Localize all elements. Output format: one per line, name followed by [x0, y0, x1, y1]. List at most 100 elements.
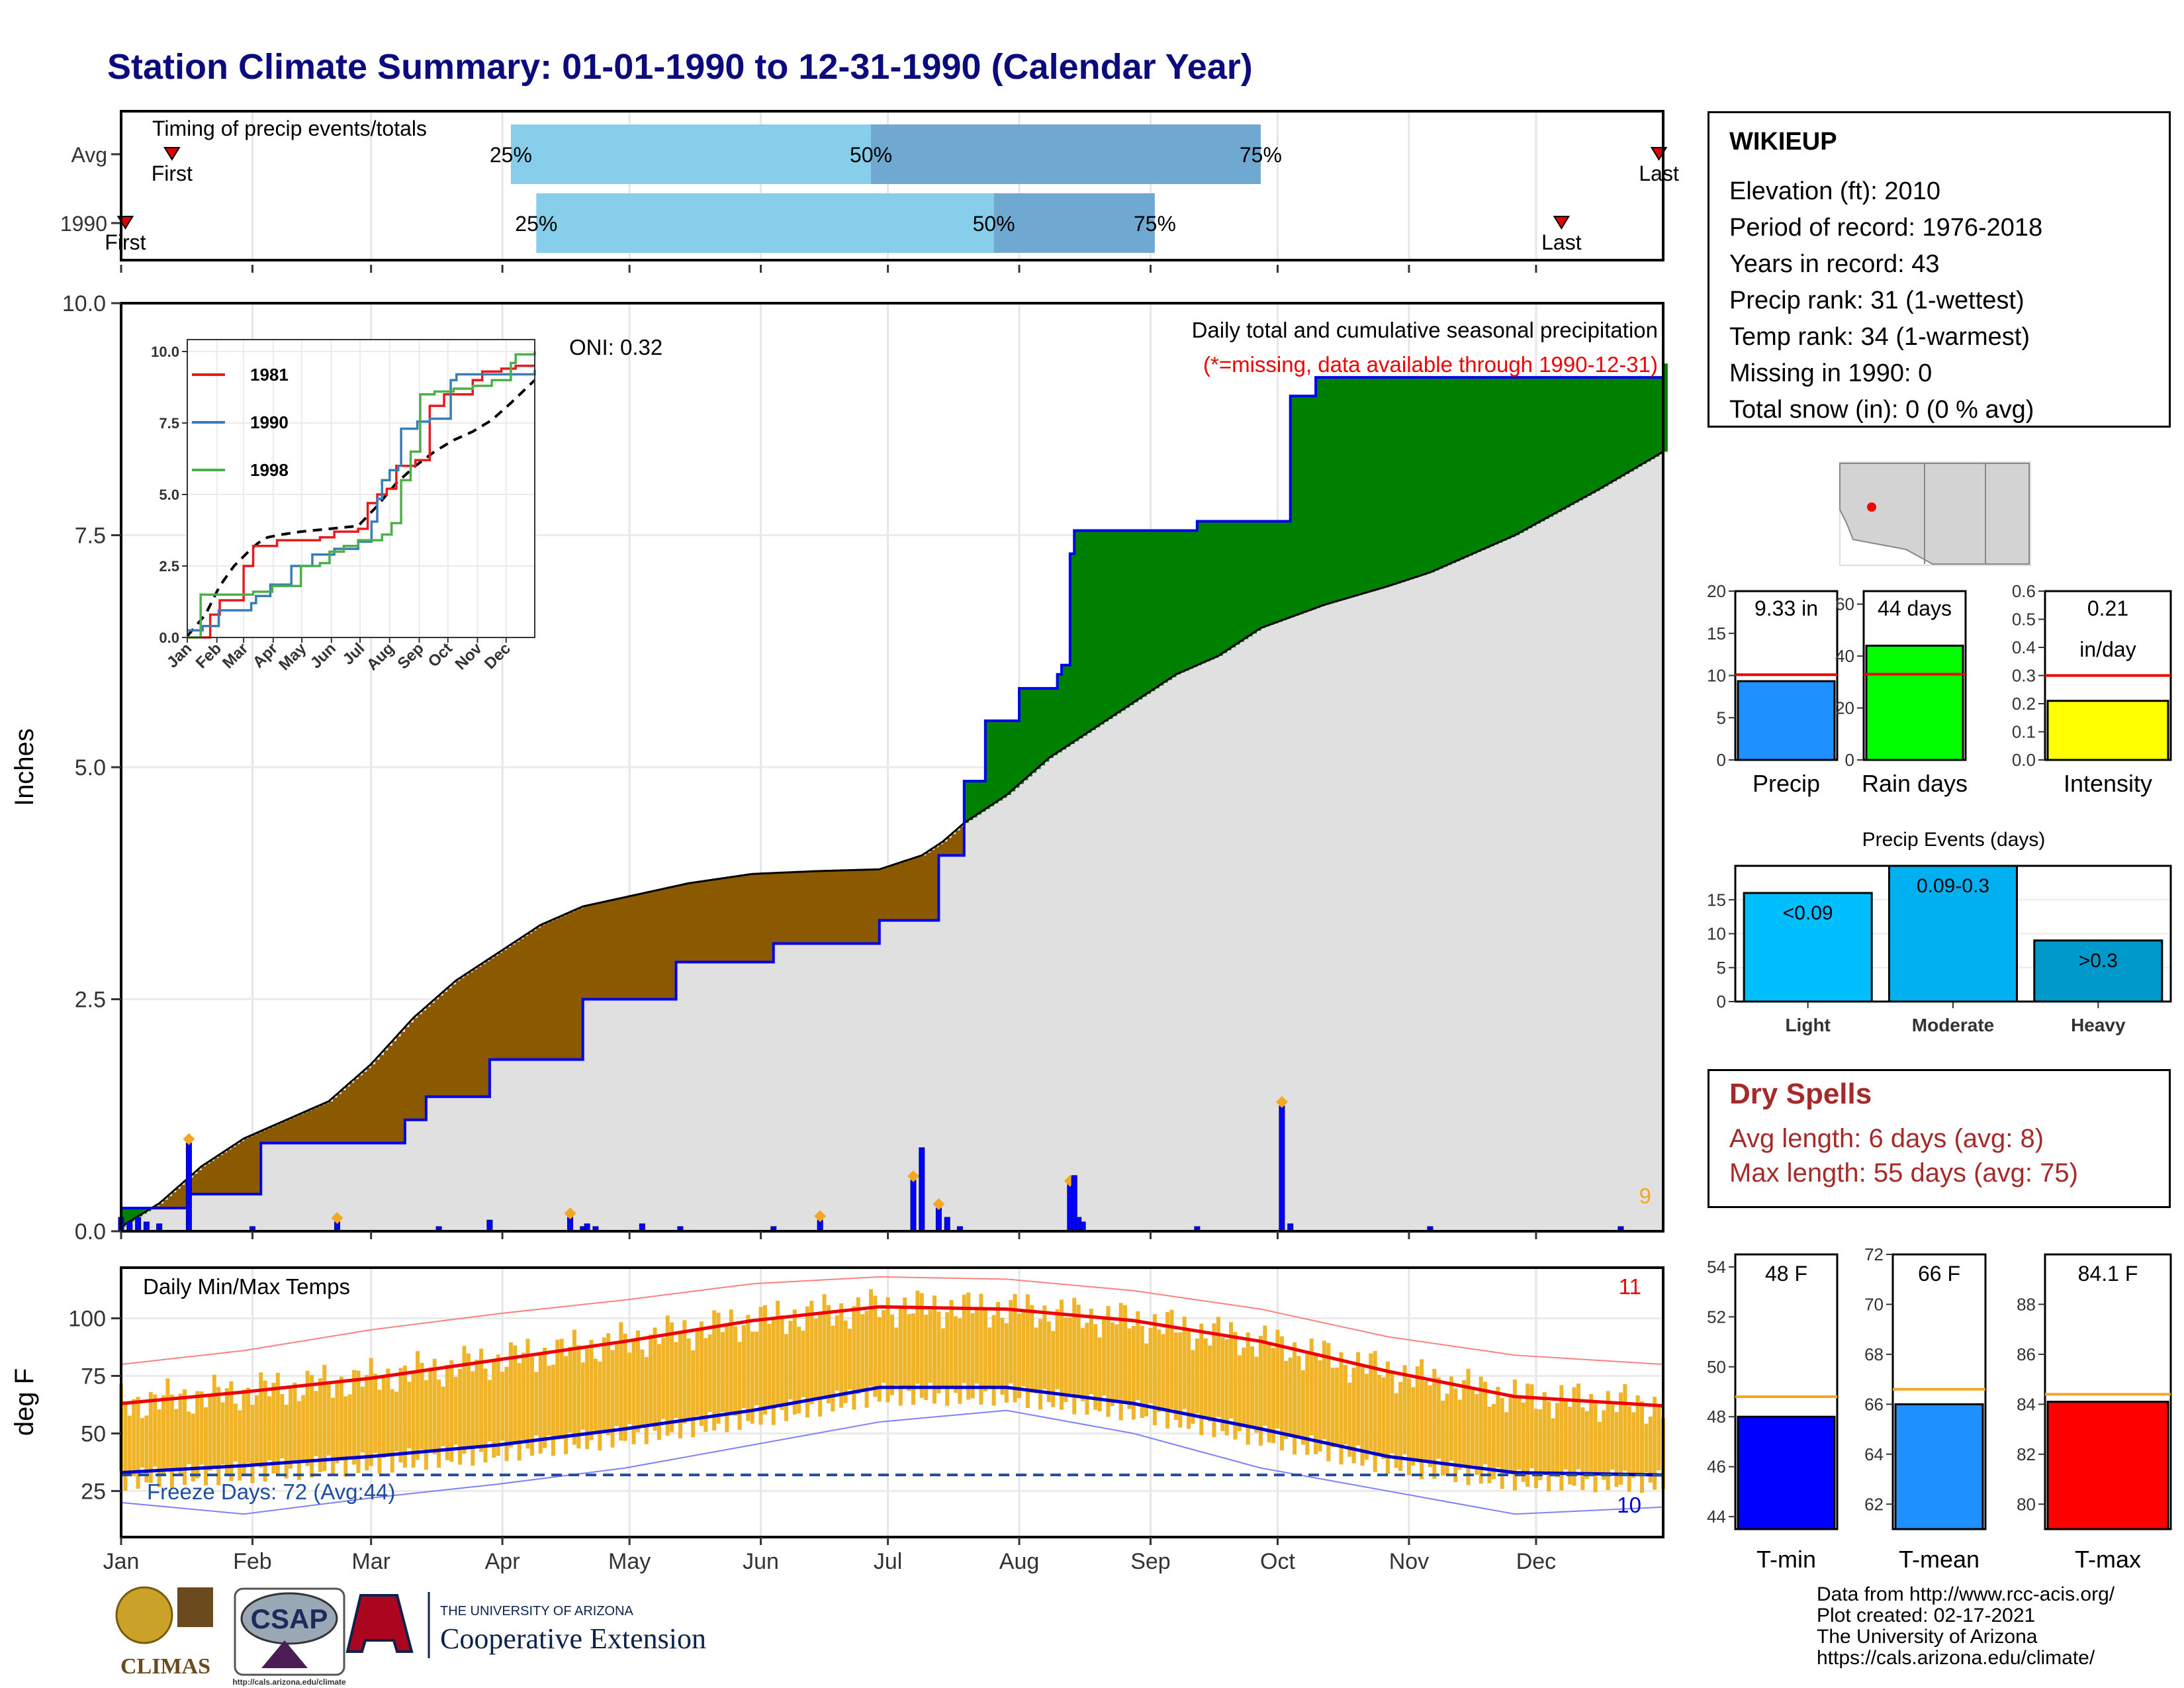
- footer-credit: Data from http://www.rcc-acis.org/ Plot …: [1817, 1584, 2115, 1669]
- inset-ytick-label: 2.5: [159, 558, 179, 575]
- summary-2-ytick-label: 0.4: [2012, 637, 2036, 657]
- station-snow: Total snow (in): 0 (0 % avg): [1729, 396, 2034, 424]
- temps-xtick-label: Aug: [999, 1549, 1040, 1574]
- events-category-label: Moderate: [1912, 1015, 1994, 1035]
- temps-xtick-label: Jun: [743, 1549, 779, 1574]
- precip-title: Daily total and cumulative seasonal prec…: [1192, 318, 1658, 342]
- precip-record-marker: [933, 1197, 945, 1210]
- temps-record-max-line: [120, 1276, 1664, 1366]
- summary-2-category-label: Intensity: [2064, 770, 2152, 797]
- summary-2-ytick-label: 0.6: [2012, 581, 2036, 601]
- inset-legend-label: 1981: [250, 365, 289, 385]
- csap-logo-text: CSAP: [251, 1603, 328, 1634]
- location-map: [1839, 461, 2031, 566]
- map-region: [1839, 463, 2030, 565]
- temps-ytick-label: 50: [81, 1421, 106, 1446]
- timing-row-label: Avg: [71, 143, 107, 167]
- precip-chart: 0.0 2.5 5.0 7.5 10.0 Inches Daily total and cu…: [10, 291, 1668, 1244]
- timing-bar-q50-q75: [870, 124, 1261, 184]
- csap-mountain-icon: [261, 1640, 308, 1668]
- events-value-label: 0.09-0.3: [1917, 875, 1989, 897]
- footer-line: Plot created: 02-17-2021: [1817, 1605, 2036, 1626]
- dry-max-length: Max length: 55 days (avg: 75): [1729, 1158, 2078, 1188]
- temps-xtick-label: Dec: [1516, 1549, 1556, 1574]
- timing-chart: 25% 50% 75% First Last Avg 25% 50% 75% First Last 1…: [60, 110, 1679, 273]
- csap-cloud-icon: [240, 1592, 338, 1645]
- summary-1-ytick-label: 20: [1835, 698, 1854, 718]
- temp-bar-0-ytick-label: 50: [1707, 1357, 1726, 1377]
- timing-row-label: 1990: [60, 212, 107, 236]
- precip-year-line: [121, 363, 1664, 1209]
- precip-avg-area: [121, 451, 1663, 1231]
- summary-1-ytick-label: 40: [1835, 646, 1854, 666]
- precip-record-marker: [814, 1210, 827, 1223]
- temp-bar-2-ytick-label: 82: [2017, 1444, 2036, 1464]
- temp-bar-2-ytick-label: 88: [2017, 1294, 2036, 1314]
- events-ytick-label: 15: [1707, 890, 1726, 910]
- temp-bar-2-ytick-label: 80: [2017, 1494, 2036, 1514]
- timing-percentile-label: 25%: [490, 143, 532, 167]
- precip-record-marker: [183, 1133, 195, 1145]
- summary-1-category-label: Rain days: [1862, 770, 1968, 797]
- temp-bar-1-bar: [1894, 1403, 1984, 1530]
- inset-series-line: [187, 370, 536, 632]
- timing-marker: [163, 147, 181, 161]
- ua-logo-text: Cooperative Extension: [440, 1622, 706, 1655]
- summary-0-bar: [1737, 680, 1836, 761]
- events-title: Precip Events (days): [1862, 829, 2046, 851]
- events-ytick-label: 10: [1707, 924, 1726, 944]
- temp-bar-0-ytick-label: 54: [1707, 1257, 1726, 1277]
- temps-ytick-label: 100: [68, 1307, 106, 1332]
- precip-daily-bar: [143, 1221, 150, 1232]
- timing-title: Timing of precip events/totals: [152, 117, 427, 140]
- temps-count-low: 10: [1617, 1493, 1641, 1517]
- precip-ytick-label: 2.5: [75, 988, 106, 1013]
- timing-marker-label: First: [105, 230, 146, 254]
- dry-avg-length: Avg length: 6 days (avg: 8): [1729, 1124, 2044, 1153]
- temps-freeze-label: Freeze Days: 72 (Avg:44): [147, 1479, 395, 1504]
- temps-xtick-label: Mar: [351, 1549, 390, 1574]
- temp-bar-1-ytick-label: 66: [1864, 1394, 1884, 1414]
- timing-percentile-label: 50%: [850, 143, 892, 167]
- summary-0-ytick-label: 0: [1717, 750, 1726, 770]
- temps-ytick-label: 25: [81, 1479, 106, 1504]
- inset-frame: [187, 339, 535, 638]
- temps-avg-min-line: [120, 1385, 1664, 1477]
- temp-bar-0-ytick-label: 48: [1707, 1407, 1726, 1427]
- precip-daily-bar: [910, 1180, 917, 1232]
- summary-bars: 0 5 10 15 20 9.33 in Precip 0 20 40 60 44 days Rain …: [1707, 581, 2172, 797]
- temps-chart: 25 50 75 100 Jan Feb Mar Apr May Jun Jul Aug Sep Oct N…: [10, 1266, 1665, 1574]
- precip-deficit-area: [155, 826, 965, 1208]
- inset-ytick-label: 7.5: [159, 415, 179, 432]
- temp-bar-0-bar: [1737, 1415, 1836, 1530]
- temps-avg-max-line: [120, 1305, 1664, 1408]
- temps-xtick-label: Oct: [1260, 1549, 1295, 1574]
- temp-bar-0-value-label: 48 F: [1765, 1262, 1807, 1286]
- summary-2-ytick-label: 0.3: [2012, 666, 2036, 686]
- summary-1-value-label: 44 days: [1878, 596, 1952, 620]
- timing-percentile-label: 75%: [1134, 212, 1176, 236]
- precip-record-marker: [907, 1170, 920, 1182]
- summary-0-ytick-label: 20: [1707, 581, 1726, 601]
- precip-ytick-label: 5.0: [75, 755, 106, 780]
- temps-xtick-label: Sep: [1130, 1549, 1171, 1574]
- temps-record-min-line: [120, 1409, 1664, 1515]
- precip-oni-label: ONI: 0.32: [569, 335, 662, 359]
- dry-spells-title: Dry Spells: [1729, 1078, 1872, 1110]
- precip-surplus-area: [121, 363, 1668, 1227]
- timing-marker-label: Last: [1541, 230, 1582, 254]
- events-bar: [1888, 865, 2019, 1003]
- summary-1-bar: [1865, 644, 1964, 761]
- temp-bar-1-category-label: T-mean: [1899, 1546, 1979, 1573]
- temp-bar-1-ytick-label: 64: [1864, 1444, 1884, 1464]
- summary-2-ytick-label: 0.2: [2012, 694, 2036, 714]
- station-missing: Missing in 1990: 0: [1729, 359, 1933, 387]
- logos: CLIMAS CSAP http://cals.arizona.edu/climat…: [115, 1586, 706, 1687]
- precip-daily-bar: [1279, 1105, 1285, 1232]
- station-name: WIKIEUP: [1729, 128, 1837, 156]
- station-elevation: Elevation (ft): 2010: [1729, 177, 1940, 205]
- timing-percentile-label: 25%: [515, 212, 557, 236]
- temps-ytick-label: 75: [81, 1364, 106, 1389]
- timing-marker-label: First: [152, 162, 193, 185]
- temp-bar-1-ytick-label: 72: [1864, 1244, 1884, 1264]
